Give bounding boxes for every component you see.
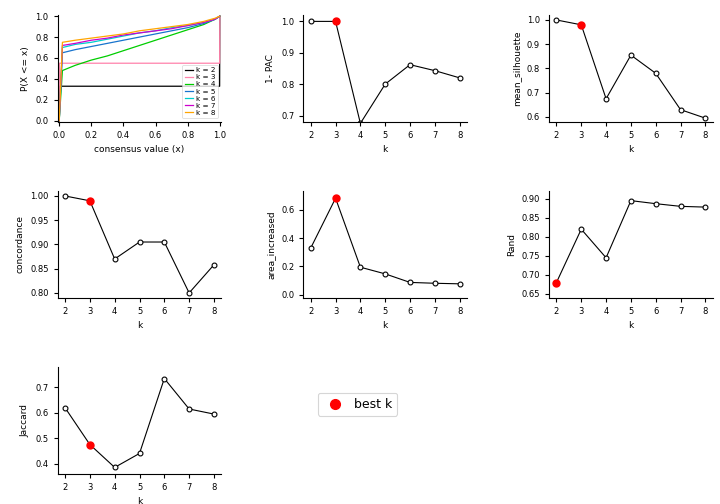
X-axis label: k: k	[629, 145, 634, 154]
k = 5	[58, 50, 67, 56]
k = 8	[58, 39, 67, 45]
k = 8	[103, 33, 112, 39]
Legend: best k: best k	[318, 393, 397, 416]
k = 8	[167, 24, 176, 30]
k = 8	[151, 26, 160, 32]
k = 8	[119, 31, 127, 37]
k = 8	[87, 35, 96, 41]
k = 6	[184, 23, 192, 29]
k = 6	[199, 20, 208, 26]
k = 3	[215, 13, 224, 19]
k = 5	[71, 46, 80, 52]
k = 7	[199, 20, 208, 26]
k = 6	[135, 30, 144, 36]
k = 6	[215, 13, 224, 19]
k = 7	[55, 118, 63, 124]
Line: k = 7: k = 7	[59, 16, 220, 121]
k = 6	[87, 39, 96, 45]
Line: k = 3: k = 3	[59, 16, 220, 121]
Line: k = 4: k = 4	[59, 16, 220, 121]
k = 6	[167, 25, 176, 31]
k = 5	[103, 40, 112, 46]
k = 7	[151, 28, 160, 34]
k = 2	[215, 13, 224, 19]
k = 5	[167, 28, 176, 34]
k = 8	[135, 28, 144, 34]
k = 8	[211, 15, 220, 21]
k = 4	[119, 48, 127, 54]
Line: k = 5: k = 5	[59, 16, 220, 121]
k = 6	[58, 44, 67, 50]
Y-axis label: concordance: concordance	[16, 215, 24, 274]
Y-axis label: Rand: Rand	[507, 233, 516, 256]
k = 6	[71, 41, 80, 47]
k = 7	[87, 37, 96, 43]
k = 8	[184, 22, 192, 28]
k = 5	[215, 13, 224, 19]
k = 7	[103, 35, 112, 41]
k = 5	[211, 16, 220, 22]
k = 6	[151, 28, 160, 34]
k = 7	[71, 40, 80, 46]
k = 4	[199, 22, 208, 28]
k = 8	[71, 37, 80, 43]
k = 8	[55, 118, 63, 124]
k = 7	[167, 26, 176, 32]
k = 4	[71, 62, 80, 69]
k = 5	[151, 31, 160, 37]
X-axis label: k: k	[629, 322, 634, 330]
k = 5	[119, 37, 127, 43]
k = 7	[135, 30, 144, 36]
k = 4	[211, 16, 220, 22]
k = 2	[55, 83, 63, 89]
k = 7	[58, 42, 67, 48]
Line: k = 6: k = 6	[59, 16, 220, 121]
k = 6	[119, 33, 127, 39]
k = 5	[199, 21, 208, 27]
k = 7	[215, 13, 224, 19]
k = 4	[184, 27, 192, 33]
k = 2	[215, 83, 224, 89]
Line: k = 2: k = 2	[59, 16, 220, 121]
k = 4	[55, 118, 63, 124]
k = 4	[215, 13, 224, 19]
Y-axis label: Jaccard: Jaccard	[21, 404, 30, 437]
k = 7	[211, 16, 220, 22]
X-axis label: k: k	[137, 497, 142, 504]
k = 4	[58, 68, 67, 74]
X-axis label: k: k	[382, 322, 388, 330]
k = 7	[119, 32, 127, 38]
X-axis label: consensus value (x): consensus value (x)	[94, 145, 184, 154]
k = 3	[215, 60, 224, 66]
Legend: k = 2, k = 3, k = 4, k = 5, k = 6, k = 7, k = 8: k = 2, k = 3, k = 4, k = 5, k = 6, k = 7…	[182, 65, 217, 118]
k = 5	[135, 34, 144, 40]
k = 8	[215, 13, 224, 19]
k = 4	[135, 42, 144, 48]
k = 3	[55, 60, 63, 66]
X-axis label: k: k	[382, 145, 388, 154]
k = 4	[167, 32, 176, 38]
k = 4	[87, 57, 96, 63]
k = 6	[211, 16, 220, 22]
k = 7	[184, 23, 192, 29]
Y-axis label: P(X <= x): P(X <= x)	[21, 46, 30, 91]
k = 4	[103, 53, 112, 59]
k = 6	[55, 118, 63, 124]
k = 6	[103, 36, 112, 42]
k = 2	[55, 118, 63, 124]
k = 3	[55, 118, 63, 124]
Y-axis label: 1- PAC: 1- PAC	[266, 54, 276, 83]
Y-axis label: mean_silhouette: mean_silhouette	[512, 31, 521, 106]
X-axis label: k: k	[137, 322, 142, 330]
k = 8	[199, 18, 208, 24]
Y-axis label: area_increased: area_increased	[266, 210, 276, 279]
k = 5	[87, 43, 96, 49]
Line: k = 8: k = 8	[59, 16, 220, 121]
k = 4	[151, 37, 160, 43]
k = 5	[55, 118, 63, 124]
k = 5	[184, 25, 192, 31]
